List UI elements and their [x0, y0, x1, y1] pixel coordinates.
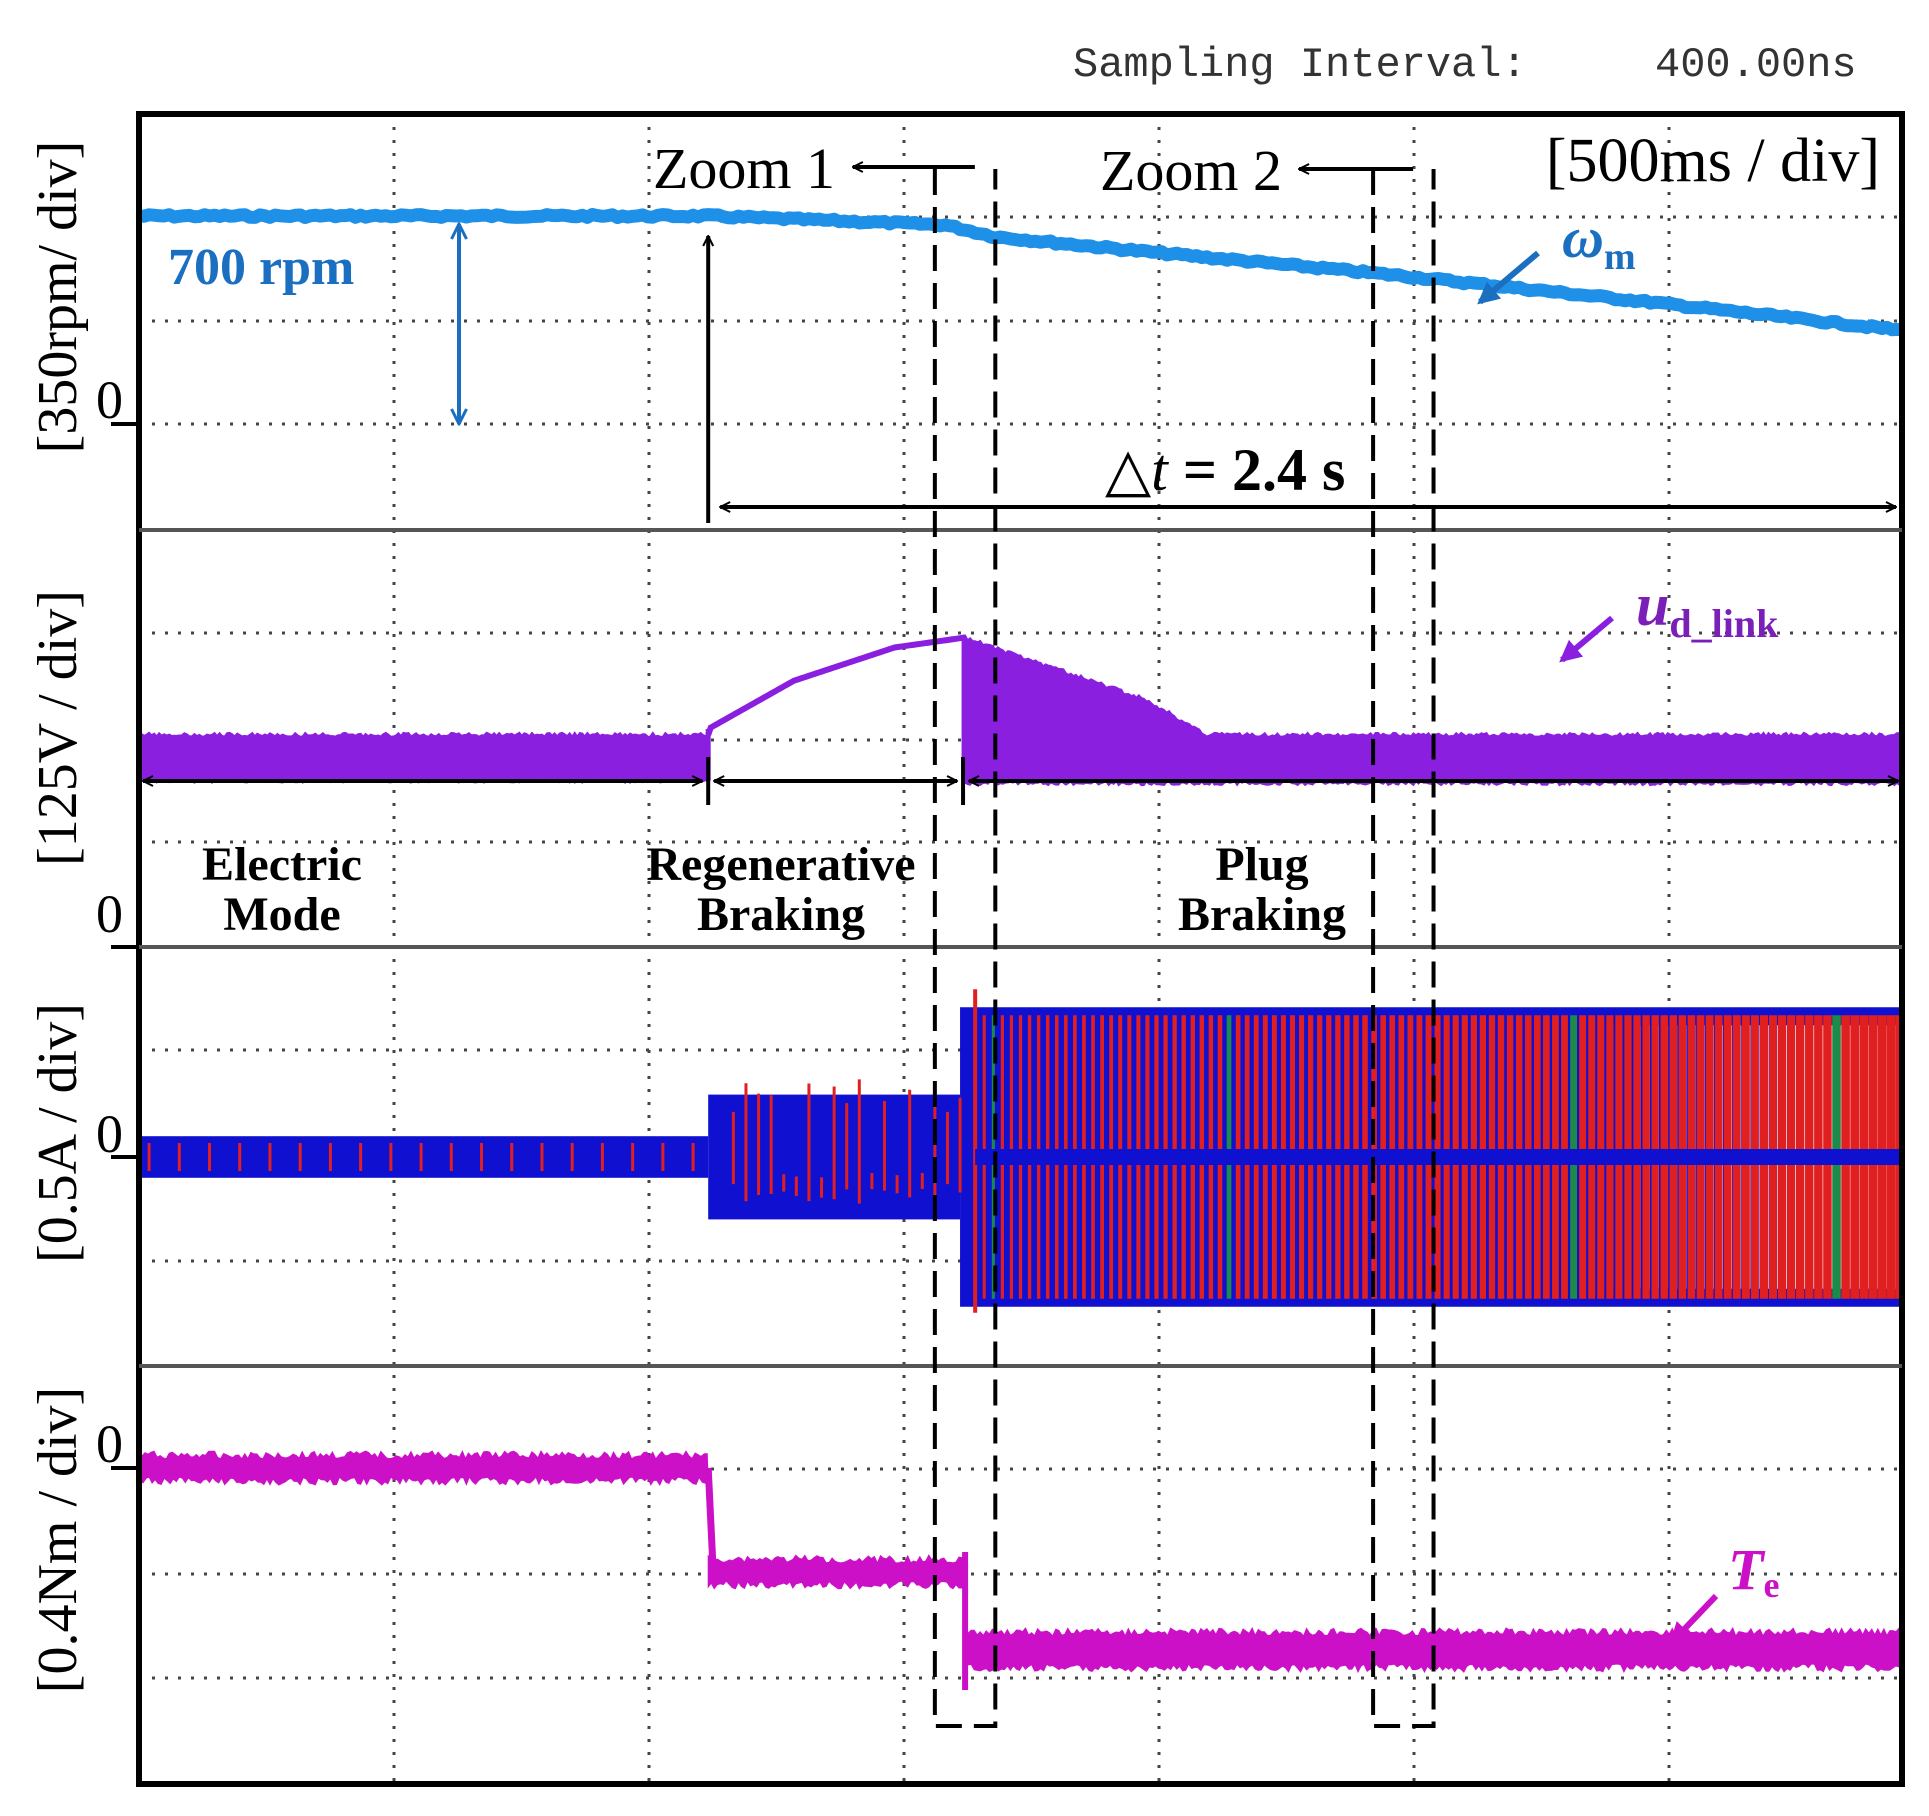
- u-subscript: d_link: [1669, 601, 1779, 646]
- speed-trace: [139, 208, 1902, 337]
- zoom1-box: [932, 169, 998, 1728]
- u-dlink-arrow: [1559, 615, 1614, 663]
- y-axis-labels: [350rpm/ div] [125V / div] [0.5A / div] [0.…: [27, 141, 89, 1694]
- torque-segment-0: [139, 1449, 709, 1486]
- annotations: [500ms / div] Zoom 1 Zoom 2 △t = 2.4 s 700 r…: [143, 127, 1898, 1728]
- torque-step-1: [704, 1467, 717, 1573]
- zoom1-label: Zoom 1: [653, 136, 835, 201]
- zoom2-box: [1371, 169, 1436, 1728]
- omega-subscript: m: [1604, 236, 1636, 278]
- waveform-traces: [139, 208, 1902, 1690]
- speed-value-label: 700 rpm: [168, 239, 354, 296]
- torque-label: Te: [1728, 1537, 1779, 1605]
- zero-label: 0: [96, 1414, 123, 1474]
- sampling-interval-label: Sampling Interval:: [1073, 41, 1527, 89]
- y-axis-label-dc_link: [125V / div]: [27, 590, 89, 866]
- delta-t-label: △t = 2.4 s: [1105, 437, 1345, 503]
- zoom2-label: Zoom 2: [1100, 138, 1282, 203]
- torque-symbol: T: [1728, 1537, 1766, 1602]
- zero-label: 0: [96, 370, 123, 430]
- omega-arrow: [1477, 250, 1540, 305]
- torque-arrow: [1669, 1593, 1719, 1645]
- torque-segment-1: [707, 1554, 966, 1590]
- delta-t-symbol: △t: [1105, 437, 1169, 503]
- mode-label-0-line1: Electric: [202, 838, 362, 891]
- y-axis-label-phase_current: [0.5A / div]: [27, 1003, 89, 1263]
- current-center-band: [975, 1149, 1902, 1165]
- panel-frames: 0 0 0 0: [96, 111, 1905, 1787]
- sampling-interval-value: 400.00ns: [1655, 41, 1857, 89]
- omega-m-label: ωm: [1562, 205, 1636, 278]
- u-symbol: u: [1636, 572, 1669, 638]
- y-axis-label-torque: [0.4Nm / div]: [27, 1387, 89, 1693]
- zero-label: 0: [96, 884, 123, 944]
- current-envelope-0: [139, 1136, 709, 1178]
- y-axis-label-speed: [350rpm/ div]: [27, 141, 89, 454]
- mode-label-2-line2: Braking: [1178, 888, 1346, 941]
- mode-label-2-line1: Plug: [1215, 838, 1308, 891]
- dc-link-regen-curve: [705, 634, 966, 736]
- omega-symbol: ω: [1562, 205, 1604, 270]
- delta-t-value: = 2.4 s: [1168, 437, 1346, 503]
- mode-label-1-line2: Braking: [697, 888, 865, 941]
- u-dlink-label: ud_link: [1636, 572, 1779, 646]
- time-scale-label: [500ms / div]: [1546, 127, 1880, 195]
- mode-label-0-line2: Mode: [223, 888, 340, 941]
- dc-link-band-electric: [139, 731, 710, 785]
- torque-subscript: e: [1763, 1565, 1779, 1605]
- mode-label-1-line1: Regenerative: [646, 838, 915, 891]
- zero-label: 0: [96, 1104, 123, 1164]
